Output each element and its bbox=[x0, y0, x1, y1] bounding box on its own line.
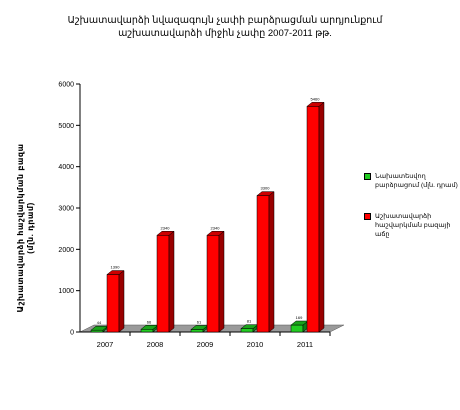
bar-front bbox=[256, 195, 270, 333]
bar-front bbox=[240, 328, 254, 333]
data-label: 66 bbox=[147, 319, 152, 324]
legend-label: Աշխատավարձի հաշվարկման բազայի աճը bbox=[375, 213, 451, 238]
legend-item-series-1: Նախատեսվող բարձրացում (մլն. դրամ) bbox=[364, 172, 458, 190]
bar-top bbox=[106, 270, 125, 275]
chart-labels: 0 1000 2000 3000 4000 5000 6000 2007 44 1390 2008 6… bbox=[58, 82, 320, 350]
data-label: 169 bbox=[296, 315, 303, 320]
y-tick-label: 4000 bbox=[58, 164, 74, 171]
bar-side bbox=[118, 270, 125, 333]
bar-top bbox=[156, 231, 175, 236]
data-label: 5460 bbox=[311, 96, 321, 101]
data-label: 81 bbox=[247, 319, 252, 324]
x-tick-label: 2011 bbox=[297, 340, 313, 349]
bar-front bbox=[306, 106, 320, 333]
bar-front bbox=[290, 324, 304, 333]
y-tick-label: 6000 bbox=[58, 82, 74, 89]
y-axis-label: Աշխատավարձի հաշվարկման բազա (մլն. դրամ) bbox=[16, 143, 35, 313]
bar-side bbox=[268, 191, 275, 333]
bar-top bbox=[256, 191, 275, 196]
bar bbox=[290, 320, 309, 333]
bar-front bbox=[90, 329, 104, 333]
x-tick-label: 2007 bbox=[97, 340, 114, 349]
legend-swatch-green bbox=[364, 173, 371, 180]
x-tick-label: 2010 bbox=[247, 340, 264, 349]
legend-item-series-2: Աշխատավարձի հաշվարկման բազայի աճը bbox=[364, 212, 458, 239]
bar-top bbox=[306, 102, 325, 107]
y-tick-label: 2000 bbox=[58, 247, 74, 254]
x-tick-label: 2008 bbox=[147, 340, 164, 349]
bar-side bbox=[218, 230, 225, 333]
x-tick-label: 2009 bbox=[197, 340, 214, 349]
bar bbox=[156, 230, 175, 333]
bar-side bbox=[168, 230, 175, 333]
data-label: 44 bbox=[97, 320, 102, 325]
chart-bars bbox=[90, 101, 325, 333]
data-label: 61 bbox=[197, 319, 202, 324]
chart-title: Աշխատավարձի նվազագույն չափի բարձրացման ա… bbox=[67, 15, 383, 39]
bar bbox=[306, 101, 325, 333]
bar-front bbox=[156, 235, 170, 333]
y-tick-label: 1000 bbox=[58, 288, 74, 295]
data-label: 1390 bbox=[111, 265, 121, 270]
bar-front bbox=[190, 329, 204, 333]
bar bbox=[206, 230, 225, 333]
bar-side bbox=[318, 101, 325, 333]
legend-label: Նախատեսվող բարձրացում (մլն. դրամ) bbox=[375, 173, 458, 189]
bar-front bbox=[106, 274, 120, 333]
y-tick-label: 3000 bbox=[58, 206, 74, 213]
bar bbox=[256, 191, 275, 333]
bar bbox=[106, 270, 125, 333]
y-tick-label: 5000 bbox=[58, 123, 74, 130]
chart-legend: Նախատեսվող բարձրացում (մլն. դրամ) Աշխատա… bbox=[364, 172, 458, 261]
data-label: 3300 bbox=[261, 186, 271, 191]
bar-front bbox=[140, 329, 154, 333]
data-label: 2340 bbox=[161, 225, 171, 230]
bar bbox=[190, 324, 209, 333]
bar bbox=[240, 324, 259, 333]
data-label: 2340 bbox=[211, 225, 221, 230]
legend-swatch-red bbox=[364, 213, 371, 220]
y-tick-label: 0 bbox=[70, 330, 74, 337]
bar-front bbox=[206, 235, 220, 333]
bar-top bbox=[206, 231, 225, 236]
